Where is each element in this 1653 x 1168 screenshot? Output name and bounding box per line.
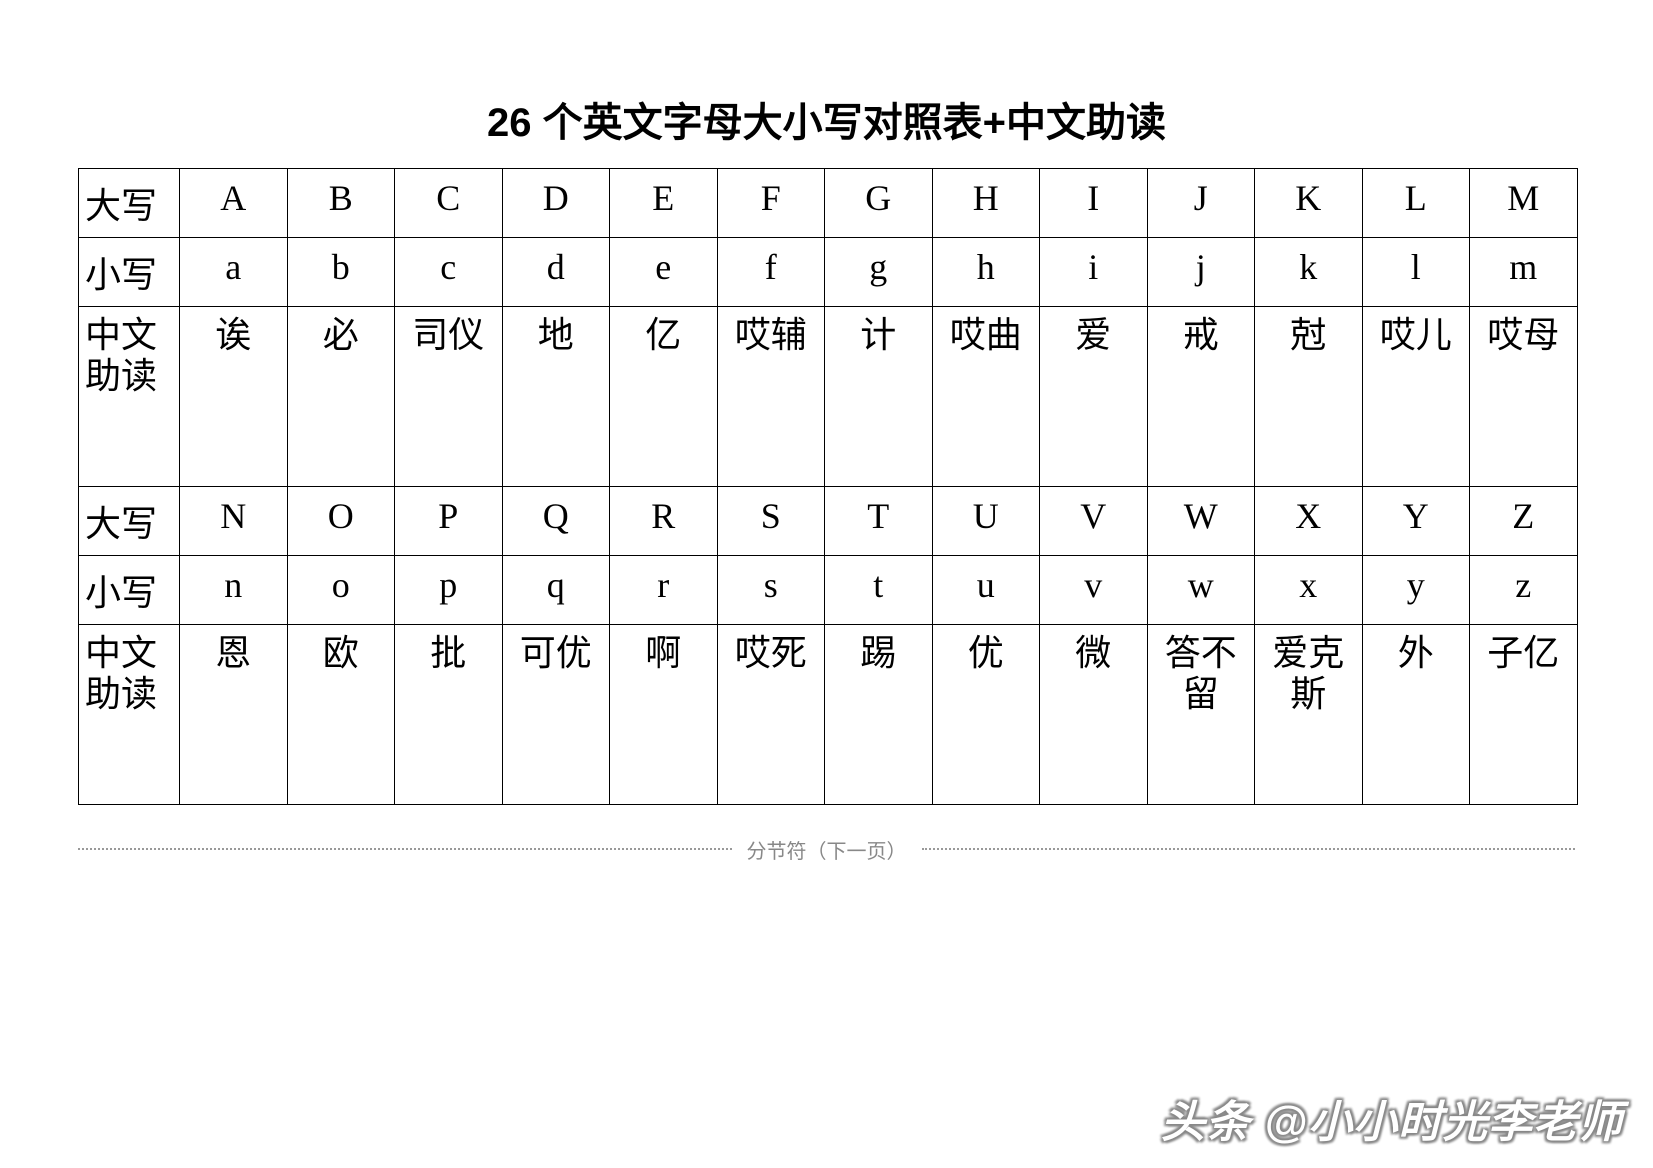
cell-lower: y [1362,556,1470,625]
cell-pinyin: 欧 [287,625,395,805]
cell-lower: u [932,556,1040,625]
watermark-text: 头条 @小小时光李老师 [1161,1086,1623,1150]
row-label-upper: 大写 [79,169,180,238]
cell-lower: h [932,238,1040,307]
separator-line-icon [922,848,1576,850]
cell-pinyin: 司仪 [395,307,503,487]
row-label-upper: 大写 [79,487,180,556]
table-row: 小写 n o p q r s t u v w x y z [79,556,1578,625]
row-label-lower: 小写 [79,238,180,307]
cell-upper: D [502,169,610,238]
table-row: 大写 A B C D E F G H I J K L M [79,169,1578,238]
cell-pinyin: 啊 [610,625,718,805]
cell-lower: o [287,556,395,625]
cell-pinyin: 哎死 [717,625,825,805]
table-row: 大写 N O P Q R S T U V W X Y Z [79,487,1578,556]
cell-upper: M [1470,169,1578,238]
cell-pinyin: 爱 [1040,307,1148,487]
cell-lower: l [1362,238,1470,307]
cell-pinyin: 尅 [1255,307,1363,487]
cell-upper: Q [502,487,610,556]
cell-pinyin: 诶 [180,307,288,487]
cell-lower: t [825,556,933,625]
cell-lower: p [395,556,503,625]
cell-pinyin: 外 [1362,625,1470,805]
cell-lower: n [180,556,288,625]
cell-lower: v [1040,556,1148,625]
row-label-pinyin: 中文助读 [79,625,180,805]
cell-lower: z [1470,556,1578,625]
cell-pinyin: 批 [395,625,503,805]
table-row: 中文助读 恩 欧 批 可优 啊 哎死 踢 优 微 答不留 爱克斯 外 子亿 [79,625,1578,805]
cell-lower: j [1147,238,1255,307]
cell-upper: K [1255,169,1363,238]
cell-upper: G [825,169,933,238]
cell-lower: r [610,556,718,625]
cell-upper: J [1147,169,1255,238]
alphabet-table: 大写 A B C D E F G H I J K L M 小写 a b c d … [78,168,1578,805]
cell-upper: T [825,487,933,556]
separator-line-icon [78,848,732,850]
cell-pinyin: 哎曲 [932,307,1040,487]
cell-upper: A [180,169,288,238]
cell-pinyin: 戒 [1147,307,1255,487]
cell-pinyin: 爱克斯 [1255,625,1363,805]
cell-upper: X [1255,487,1363,556]
cell-lower: e [610,238,718,307]
cell-lower: i [1040,238,1148,307]
table-row: 中文助读 诶 必 司仪 地 亿 哎辅 计 哎曲 爱 戒 尅 哎儿 哎母 [79,307,1578,487]
cell-pinyin: 答不留 [1147,625,1255,805]
cell-pinyin: 恩 [180,625,288,805]
cell-pinyin: 哎母 [1470,307,1578,487]
cell-upper: P [395,487,503,556]
table-row: 小写 a b c d e f g h i j k l m [79,238,1578,307]
cell-pinyin: 优 [932,625,1040,805]
cell-upper: C [395,169,503,238]
cell-lower: k [1255,238,1363,307]
cell-pinyin: 哎辅 [717,307,825,487]
cell-pinyin: 微 [1040,625,1148,805]
cell-upper: S [717,487,825,556]
cell-pinyin: 必 [287,307,395,487]
cell-upper: H [932,169,1040,238]
cell-upper: Y [1362,487,1470,556]
cell-upper: L [1362,169,1470,238]
cell-pinyin: 计 [825,307,933,487]
cell-lower: d [502,238,610,307]
cell-upper: W [1147,487,1255,556]
cell-upper: R [610,487,718,556]
cell-lower: m [1470,238,1578,307]
cell-lower: g [825,238,933,307]
cell-pinyin: 地 [502,307,610,487]
cell-lower: b [287,238,395,307]
cell-upper: N [180,487,288,556]
row-label-lower: 小写 [79,556,180,625]
alphabet-table-wrap: 大写 A B C D E F G H I J K L M 小写 a b c d … [0,168,1653,805]
cell-upper: F [717,169,825,238]
cell-lower: f [717,238,825,307]
cell-pinyin: 哎儿 [1362,307,1470,487]
cell-pinyin: 子亿 [1470,625,1578,805]
cell-pinyin: 踢 [825,625,933,805]
cell-upper: O [287,487,395,556]
cell-pinyin: 亿 [610,307,718,487]
cell-upper: B [287,169,395,238]
separator-label: 分节符（下一页） [739,835,915,864]
cell-upper: V [1040,487,1148,556]
section-break: 分节符（下一页） [0,833,1653,863]
cell-lower: x [1255,556,1363,625]
cell-lower: w [1147,556,1255,625]
cell-lower: q [502,556,610,625]
row-label-pinyin: 中文助读 [79,307,180,487]
page-title: 26 个英文字母大小写对照表+中文助读 [0,0,1653,168]
cell-lower: a [180,238,288,307]
cell-upper: Z [1470,487,1578,556]
cell-pinyin: 可优 [502,625,610,805]
cell-lower: s [717,556,825,625]
cell-lower: c [395,238,503,307]
cell-upper: I [1040,169,1148,238]
cell-upper: U [932,487,1040,556]
cell-upper: E [610,169,718,238]
